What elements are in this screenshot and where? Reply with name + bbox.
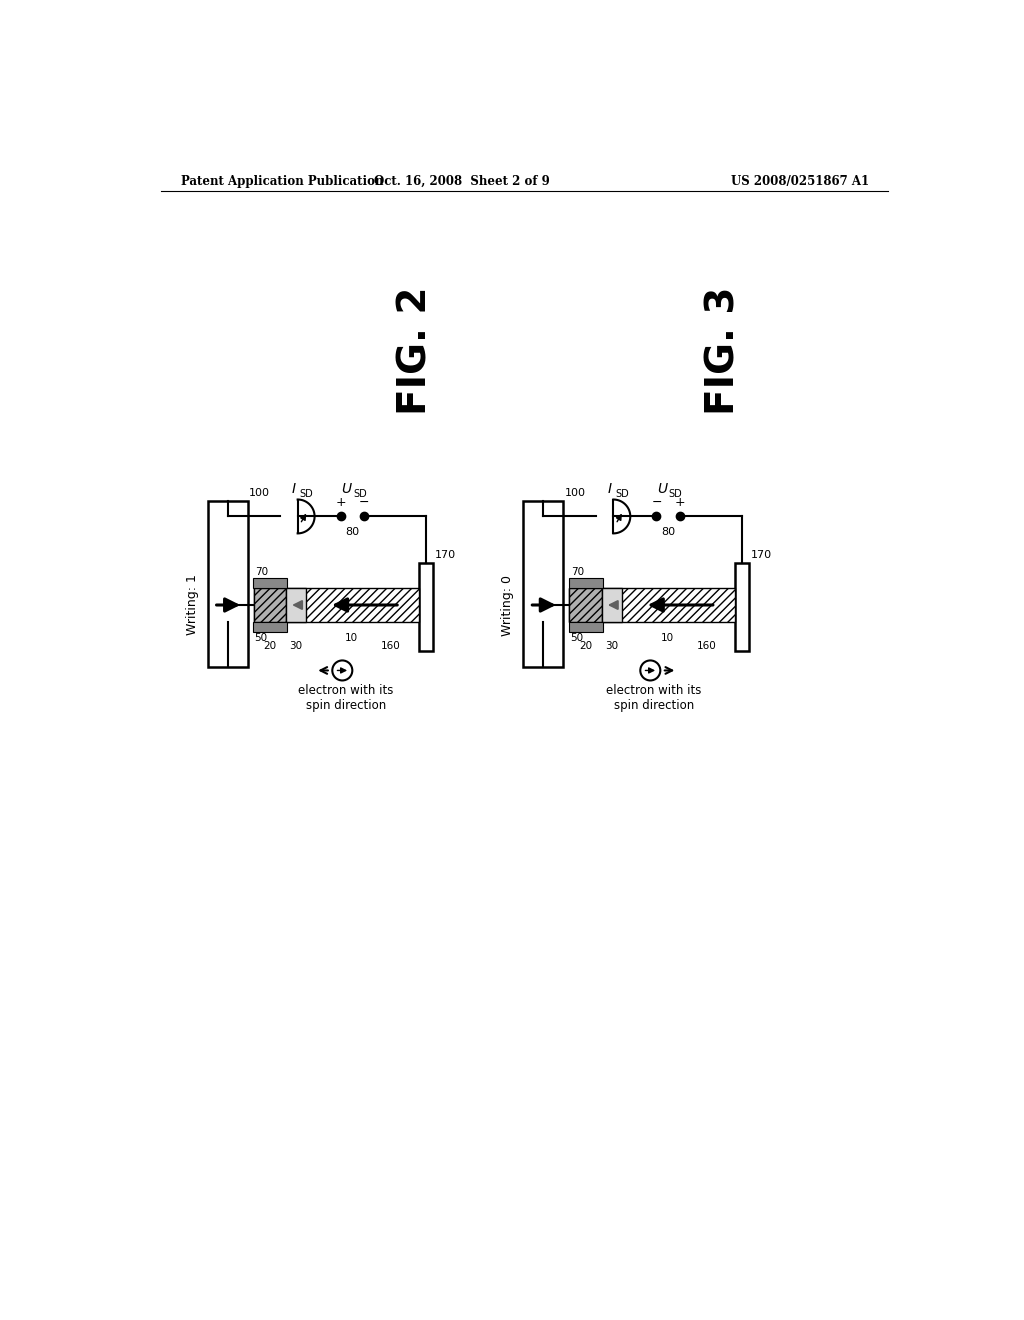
Text: $I$: $I$ [291,482,297,496]
Text: 10: 10 [345,634,358,643]
Text: 70: 70 [255,566,268,577]
Text: electron with its
spin direction: electron with its spin direction [606,684,701,713]
Text: $U$: $U$ [656,482,669,496]
Text: 160: 160 [381,642,400,651]
Text: 50: 50 [570,634,584,643]
Text: 100: 100 [249,488,270,498]
Text: $U$: $U$ [341,482,353,496]
Bar [568,578,602,589]
Text: SD: SD [353,488,367,499]
Text: SD: SD [299,488,313,499]
Text: 20: 20 [263,642,276,651]
Text: 50: 50 [255,634,267,643]
Text: SD: SD [669,488,683,499]
Text: 30: 30 [605,642,618,651]
Bar [568,622,602,632]
Text: 20: 20 [579,642,592,651]
Bar [523,502,563,667]
Polygon shape [613,499,631,533]
Bar [569,589,735,622]
Text: Writing: 1: Writing: 1 [185,574,199,635]
Bar [253,578,287,589]
Bar [208,502,248,667]
Bar [253,622,287,632]
Text: 160: 160 [697,642,717,651]
Text: 30: 30 [290,642,303,651]
Text: SD: SD [614,488,629,499]
Text: electron with its
spin direction: electron with its spin direction [298,684,394,713]
Polygon shape [298,499,314,533]
Text: FIG. 2: FIG. 2 [396,286,434,416]
Text: −: − [358,496,369,508]
Text: 170: 170 [435,549,456,560]
Bar [254,589,286,622]
Text: Oct. 16, 2008  Sheet 2 of 9: Oct. 16, 2008 Sheet 2 of 9 [374,176,550,187]
Text: Writing: 0: Writing: 0 [502,574,514,635]
Text: 170: 170 [751,549,771,560]
Text: FIG. 3: FIG. 3 [705,286,742,416]
Bar [254,589,419,622]
Text: Patent Application Publication: Patent Application Publication [180,176,383,187]
Bar [419,562,433,651]
Text: 70: 70 [571,566,584,577]
Text: US 2008/0251867 A1: US 2008/0251867 A1 [731,176,869,187]
Text: 10: 10 [660,634,674,643]
Text: $I$: $I$ [606,482,612,496]
Bar [286,589,306,622]
Text: 80: 80 [660,527,675,537]
Bar [569,589,602,622]
Text: −: − [651,496,662,508]
Bar [735,562,749,651]
Text: +: + [336,496,346,508]
Bar [602,589,622,622]
Text: 100: 100 [565,488,586,498]
Text: 80: 80 [345,527,359,537]
Text: +: + [674,496,685,508]
